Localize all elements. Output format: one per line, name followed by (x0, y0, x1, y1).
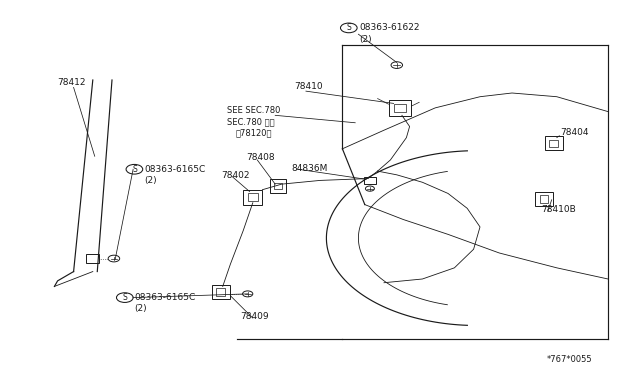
Bar (248, 193, 258, 201)
Text: 78408: 78408 (246, 153, 275, 161)
Bar (270, 179, 287, 192)
Text: S: S (346, 23, 351, 32)
Bar (389, 99, 412, 116)
Text: (2): (2) (360, 35, 372, 44)
Bar (540, 196, 548, 202)
Text: (2): (2) (144, 176, 157, 185)
Text: SEC.780 参照: SEC.780 参照 (227, 117, 275, 126)
Bar (535, 192, 553, 206)
Text: S: S (132, 165, 137, 174)
Text: *767*0055: *767*0055 (547, 355, 593, 364)
Bar (545, 136, 563, 150)
Text: SEE SEC.780: SEE SEC.780 (227, 106, 280, 115)
Text: 78410: 78410 (294, 82, 323, 91)
Text: 78410B: 78410B (541, 205, 575, 214)
Text: 78402: 78402 (221, 171, 250, 180)
Bar (216, 289, 225, 296)
Bar (394, 104, 406, 112)
Bar (549, 140, 558, 147)
Text: 78404: 78404 (560, 128, 589, 137)
Text: （78120）: （78120） (236, 128, 272, 137)
Bar (364, 177, 376, 184)
Text: 08363-6165C: 08363-6165C (134, 293, 196, 302)
Text: 78412: 78412 (58, 78, 86, 87)
Text: 84836M: 84836M (291, 164, 328, 173)
Text: (2): (2) (134, 304, 147, 313)
Bar (275, 183, 282, 189)
Text: 08363-6165C: 08363-6165C (144, 165, 205, 174)
Text: S: S (122, 293, 127, 302)
Text: 08363-61622: 08363-61622 (360, 23, 420, 32)
Bar (212, 285, 230, 299)
Bar (243, 190, 262, 205)
Text: 78409: 78409 (240, 312, 269, 321)
